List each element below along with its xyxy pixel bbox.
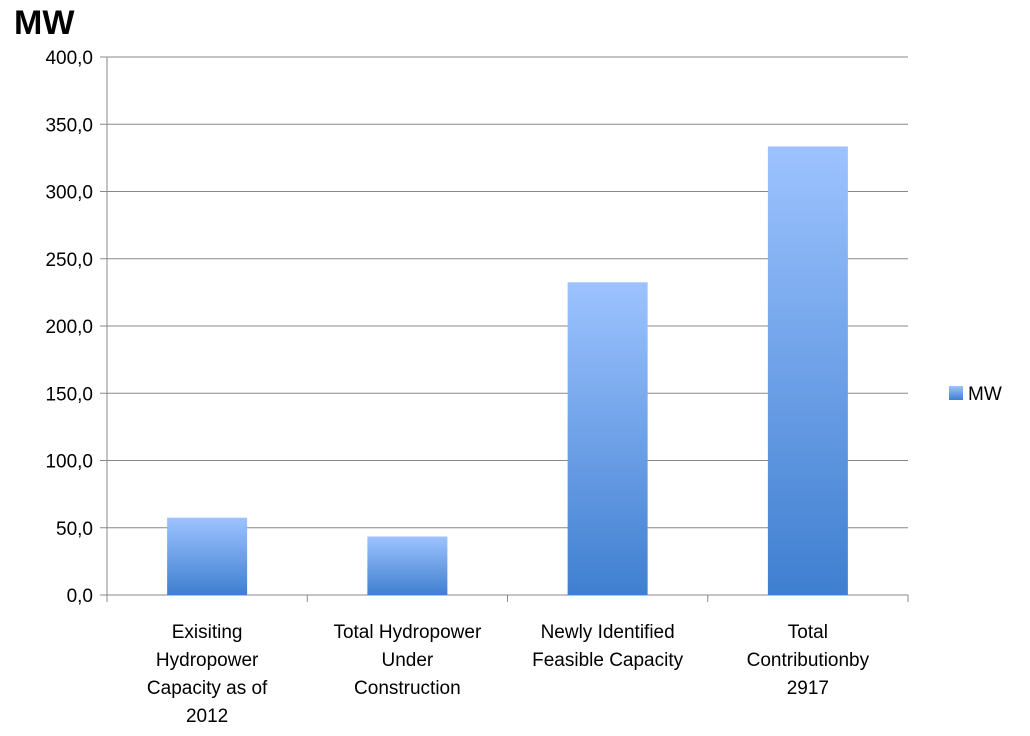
bar [367, 536, 448, 595]
y-tick-label: 150,0 [45, 384, 93, 405]
legend-label-mw: MW [968, 384, 1002, 405]
bar [167, 517, 248, 595]
y-tick-label: 400,0 [45, 48, 93, 69]
gridlines [107, 56, 908, 529]
x-category-label: Total Hydropower Under Construction [333, 622, 482, 699]
y-tick-label: 200,0 [45, 317, 93, 338]
y-tick-label: 100,0 [45, 452, 93, 473]
y-tick-label: 250,0 [45, 250, 93, 271]
y-tick-label: 300,0 [45, 183, 93, 204]
y-tick-label: 50,0 [56, 519, 93, 540]
x-category-label: Total Contributionby 2917 [747, 622, 870, 699]
bar [567, 282, 648, 595]
y-tick-labels: 0,0 50,0 100,0 150,0 200,0 250,0 300,0 350,0 400… [45, 48, 93, 607]
legend: MW [949, 384, 1002, 405]
y-tick-label: 0,0 [67, 586, 93, 607]
x-category-labels: Exisiting Hydropower Capacity as of 2012 Tot… [147, 622, 870, 727]
x-category-label: Newly Identified Feasible Capacity [532, 622, 684, 671]
y-tick-label: 350,0 [45, 115, 93, 136]
x-category-label: Exisiting Hydropower Capacity as of 2012 [147, 622, 268, 727]
bar [767, 146, 848, 595]
legend-swatch-mw [949, 386, 963, 400]
bars [167, 146, 848, 595]
chart-title: MW [14, 4, 75, 42]
